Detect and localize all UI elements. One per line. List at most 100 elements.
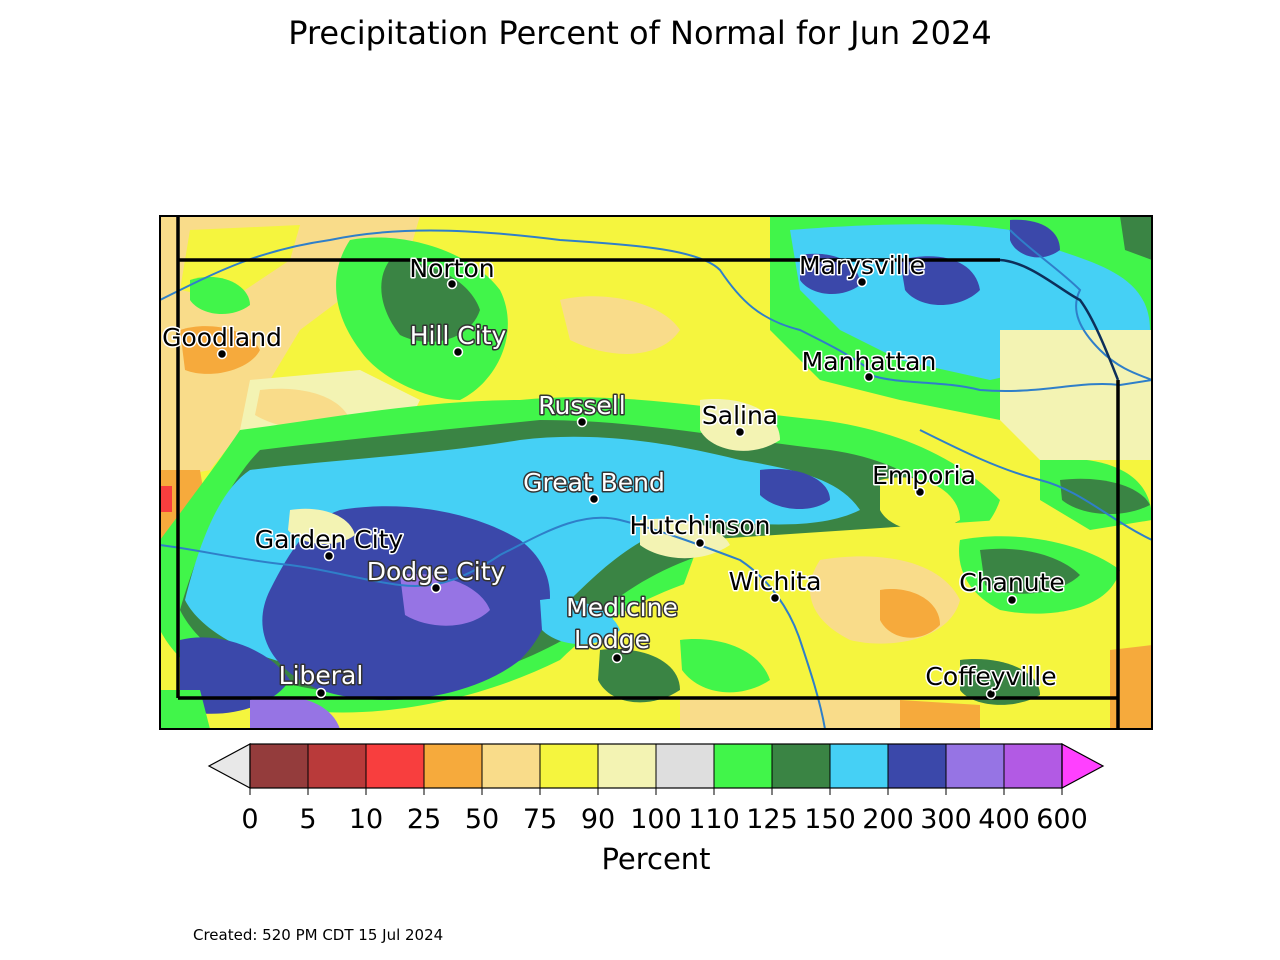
city-label: Liberal [279, 661, 364, 690]
city-norton: Norton [408, 253, 496, 290]
colorbar-cell [713, 743, 773, 789]
map-area [160, 216, 1152, 729]
river-republican [160, 229, 871, 371]
colorbar-tick-label: 10 [348, 804, 384, 835]
city-label: Goodland [162, 323, 282, 352]
colorbar-tick-label: 300 [920, 804, 972, 835]
colorbar-cell [771, 743, 831, 789]
city-label: Dodge City [367, 557, 506, 586]
region-emporia-75-90 [880, 477, 960, 531]
city-label: Hill City [410, 321, 507, 350]
colorbar-cell [1003, 743, 1063, 789]
region-medicine-lodge-150-200 [540, 598, 620, 645]
colorbar-cell [539, 743, 599, 789]
region-southeast-25-50 [880, 589, 940, 638]
colorbar-cell [829, 743, 889, 789]
city-label: Chanute [959, 568, 1065, 597]
colorbar-tick-label: 75 [522, 804, 558, 835]
city-label-line-2: Lodge [574, 625, 650, 654]
map-title: Precipitation Percent of Normal for Jun … [288, 14, 992, 52]
city-chanute: Chanute [958, 567, 1066, 606]
colorbar-cell [423, 743, 483, 789]
colorbar-cell [655, 743, 715, 789]
city-label: Wichita [729, 567, 822, 596]
city-garden-city: Garden City [253, 524, 405, 562]
colorbar-cell [249, 743, 309, 789]
northeast-border-segment [999, 258, 1120, 381]
city-hutchinson: Hutchinson [628, 510, 772, 549]
colorbar-tick-label: 200 [862, 804, 914, 835]
colorbar-cell [597, 743, 657, 789]
region-dodge-city-300-400 [400, 574, 490, 626]
region-south-border-25-50 [900, 700, 980, 729]
state-border [176, 216, 1120, 729]
region-northeast-corner-200-300 [1010, 219, 1060, 258]
city-label: Norton [409, 254, 494, 283]
colorbar-label: Percent [601, 842, 711, 876]
colorbar [207, 742, 1105, 795]
colorbar-cell [365, 743, 425, 789]
colorbar-cell [307, 743, 367, 789]
colorbar-tick-label: 90 [580, 804, 616, 835]
colorbar-tick-label: 0 [241, 804, 259, 835]
city-label: Garden City [255, 525, 404, 554]
region-salina-90-100 [700, 399, 780, 451]
city-label: Manhattan [802, 347, 937, 376]
river-missouri [1009, 229, 1152, 381]
colorbar-tick-label: 5 [299, 804, 317, 835]
precip-fill-layer [160, 216, 1152, 729]
city-label: Hutchinson [630, 511, 771, 540]
region-north-50-75 [560, 296, 680, 354]
region-medicine-lodge-110-125 [680, 639, 770, 693]
region-south-border-50-75 [680, 700, 900, 729]
city-markers: Norton Marysville Goodland Hill City Man… [161, 250, 1066, 700]
region-coffeyville-125-150 [960, 659, 1040, 705]
city-great-bend: Great Bend [522, 467, 666, 505]
colorbar-cells [249, 743, 1063, 789]
colorbar-tick-label: 125 [746, 804, 798, 835]
region-east-90-100 [1000, 410, 1152, 460]
river-arkansas [160, 516, 826, 729]
region-northeast-corner-125-150 [1120, 216, 1152, 260]
rivers [160, 229, 1152, 729]
city-manhattan: Manhattan [800, 346, 938, 383]
city-hill-city: Hill City [408, 320, 508, 358]
colorbar-tick-label: 25 [406, 804, 442, 835]
city-salina: Salina [700, 400, 780, 438]
city-goodland: Goodland [161, 322, 283, 360]
region-liberal-300-400 [250, 696, 340, 729]
colorbar-under-arrow [207, 742, 251, 790]
colorbar-over-arrow [1061, 742, 1105, 790]
region-marysville-200-300 [800, 253, 860, 295]
region-liberal-200-300 [180, 637, 290, 714]
region-chanute-125-150 [980, 548, 1080, 594]
city-marysville: Marysville [797, 250, 927, 288]
city-label: Great Bend [523, 468, 665, 497]
city-russell: Russell [537, 390, 627, 428]
region-northwest-edge-110-125 [190, 276, 250, 315]
region-west-10-25 [160, 486, 172, 512]
colorbar-tick-label: 50 [464, 804, 500, 835]
colorbar-tick-label: 150 [804, 804, 856, 835]
city-label: Salina [702, 401, 778, 430]
created-timestamp: Created: 520 PM CDT 15 Jul 2024 [193, 926, 444, 944]
colorbar-tick-label: 100 [630, 804, 682, 835]
region-garden-city-90-100 [288, 508, 355, 545]
city-coffeyville: Coffeyville [924, 661, 1058, 700]
region-southeast-edge-25-50 [1110, 645, 1152, 729]
colorbar-cell [945, 743, 1005, 789]
city-label: Coffeyville [925, 662, 1056, 691]
city-medicine-lodge: Medicine Lodge [565, 592, 679, 664]
city-label: Emporia [872, 461, 976, 490]
colorbar-cell [481, 743, 541, 789]
city-wichita: Wichita [727, 566, 823, 604]
city-emporia: Emporia [871, 460, 977, 498]
city-label: Marysville [799, 251, 925, 280]
city-label: Russell [538, 391, 625, 420]
river-kansas [869, 374, 1152, 393]
city-liberal: Liberal [277, 660, 365, 699]
colorbar-tick-label: 600 [1036, 804, 1088, 835]
colorbar-ticks [249, 788, 1063, 795]
city-dodge-city: Dodge City [365, 556, 507, 594]
